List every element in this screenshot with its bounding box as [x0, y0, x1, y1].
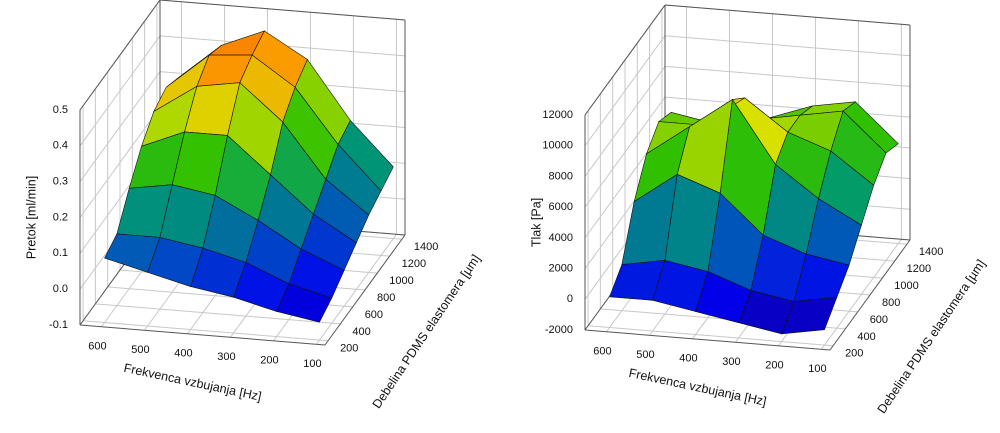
surface-patch [104, 233, 161, 273]
z-tick-label: 0.3 [53, 176, 68, 188]
z-tick-label: 12000 [542, 109, 573, 121]
box-edge [324, 234, 406, 346]
x-tick-label: 100 [808, 363, 826, 375]
surface-patch [609, 260, 666, 301]
z-tick-label: 6000 [549, 201, 573, 213]
x-axis-title: Frekvenca vzbujanja [Hz] [123, 361, 263, 404]
x-tick-label: 600 [88, 341, 106, 353]
x-tick-label: 600 [593, 346, 611, 358]
box-edge [664, 4, 911, 26]
box-edge [829, 239, 911, 351]
grid-line [588, 325, 834, 347]
x-tick-label: 500 [131, 344, 149, 356]
x-tick-label: 300 [217, 351, 235, 363]
y-tick-label: 1400 [414, 241, 438, 253]
box-edge [584, 329, 831, 351]
y-tick-label: 400 [352, 326, 370, 338]
z-tick-label: 0.5 [53, 104, 68, 116]
box-edge [584, 4, 666, 116]
y-tick-label: 600 [365, 309, 383, 321]
box-edge [79, 0, 161, 111]
z-tick-label: 0 [567, 293, 573, 305]
z-tick-label: 10000 [542, 140, 573, 152]
x-tick-label: 400 [679, 353, 697, 365]
z-tick-label: 0.1 [53, 247, 68, 259]
y-tick-label: 800 [882, 297, 900, 309]
y-axis-title: Debelina PDMS elastomera [µm] [875, 257, 989, 416]
grid-line [83, 320, 329, 342]
x-tick-label: 200 [260, 355, 278, 367]
y-tick-label: 1000 [389, 275, 413, 287]
z-axis-title: Pretok [ml/min] [24, 176, 38, 259]
grid-line [664, 35, 911, 57]
y-tick-label: 1200 [402, 258, 426, 270]
grid-line [664, 65, 911, 87]
surface-chart: -2000 0 2000 4000 6000 8000 10000 12000 100 200 30… [529, 4, 989, 416]
z-tick-label: 2000 [549, 262, 573, 274]
y-tick-label: 1000 [894, 280, 918, 292]
y-tick-label: 200 [845, 348, 863, 360]
z-tick-label: 0.0 [53, 283, 68, 295]
surface-chart: -0.1 0.0 0.1 0.2 0.3 0.4 0.5 100 200 300 400 500 600… [24, 0, 483, 411]
x-tick-label: 200 [765, 360, 783, 372]
z-tick-label: 8000 [549, 170, 573, 182]
y-tick-label: 1400 [919, 246, 943, 258]
box-edge [159, 0, 406, 21]
box-edge [79, 324, 326, 346]
y-tick-label: 400 [857, 331, 875, 343]
grid-line [664, 96, 911, 118]
y-axis-title: Debelina PDMS elastomera [µm] [370, 252, 484, 411]
z-axis-title: Tlak [Pa] [529, 198, 543, 247]
x-tick-label: 500 [636, 349, 654, 361]
y-tick-label: 200 [340, 343, 358, 355]
z-tick-label: 4000 [549, 232, 573, 244]
z-tick-label: -0.1 [49, 319, 68, 331]
x-tick-label: 400 [174, 348, 192, 360]
y-tick-label: 1200 [907, 263, 931, 275]
x-tick-label: 100 [303, 358, 321, 370]
z-tick-label: 0.2 [53, 211, 68, 223]
z-tick-label: 0.4 [53, 140, 68, 152]
grid-line [95, 303, 341, 325]
y-tick-label: 800 [377, 292, 395, 304]
z-tick-label: -2000 [545, 324, 573, 336]
x-axis-title: Frekvenca vzbujanja [Hz] [628, 366, 768, 409]
x-tick-label: 300 [722, 356, 740, 368]
y-tick-label: 600 [870, 314, 888, 326]
